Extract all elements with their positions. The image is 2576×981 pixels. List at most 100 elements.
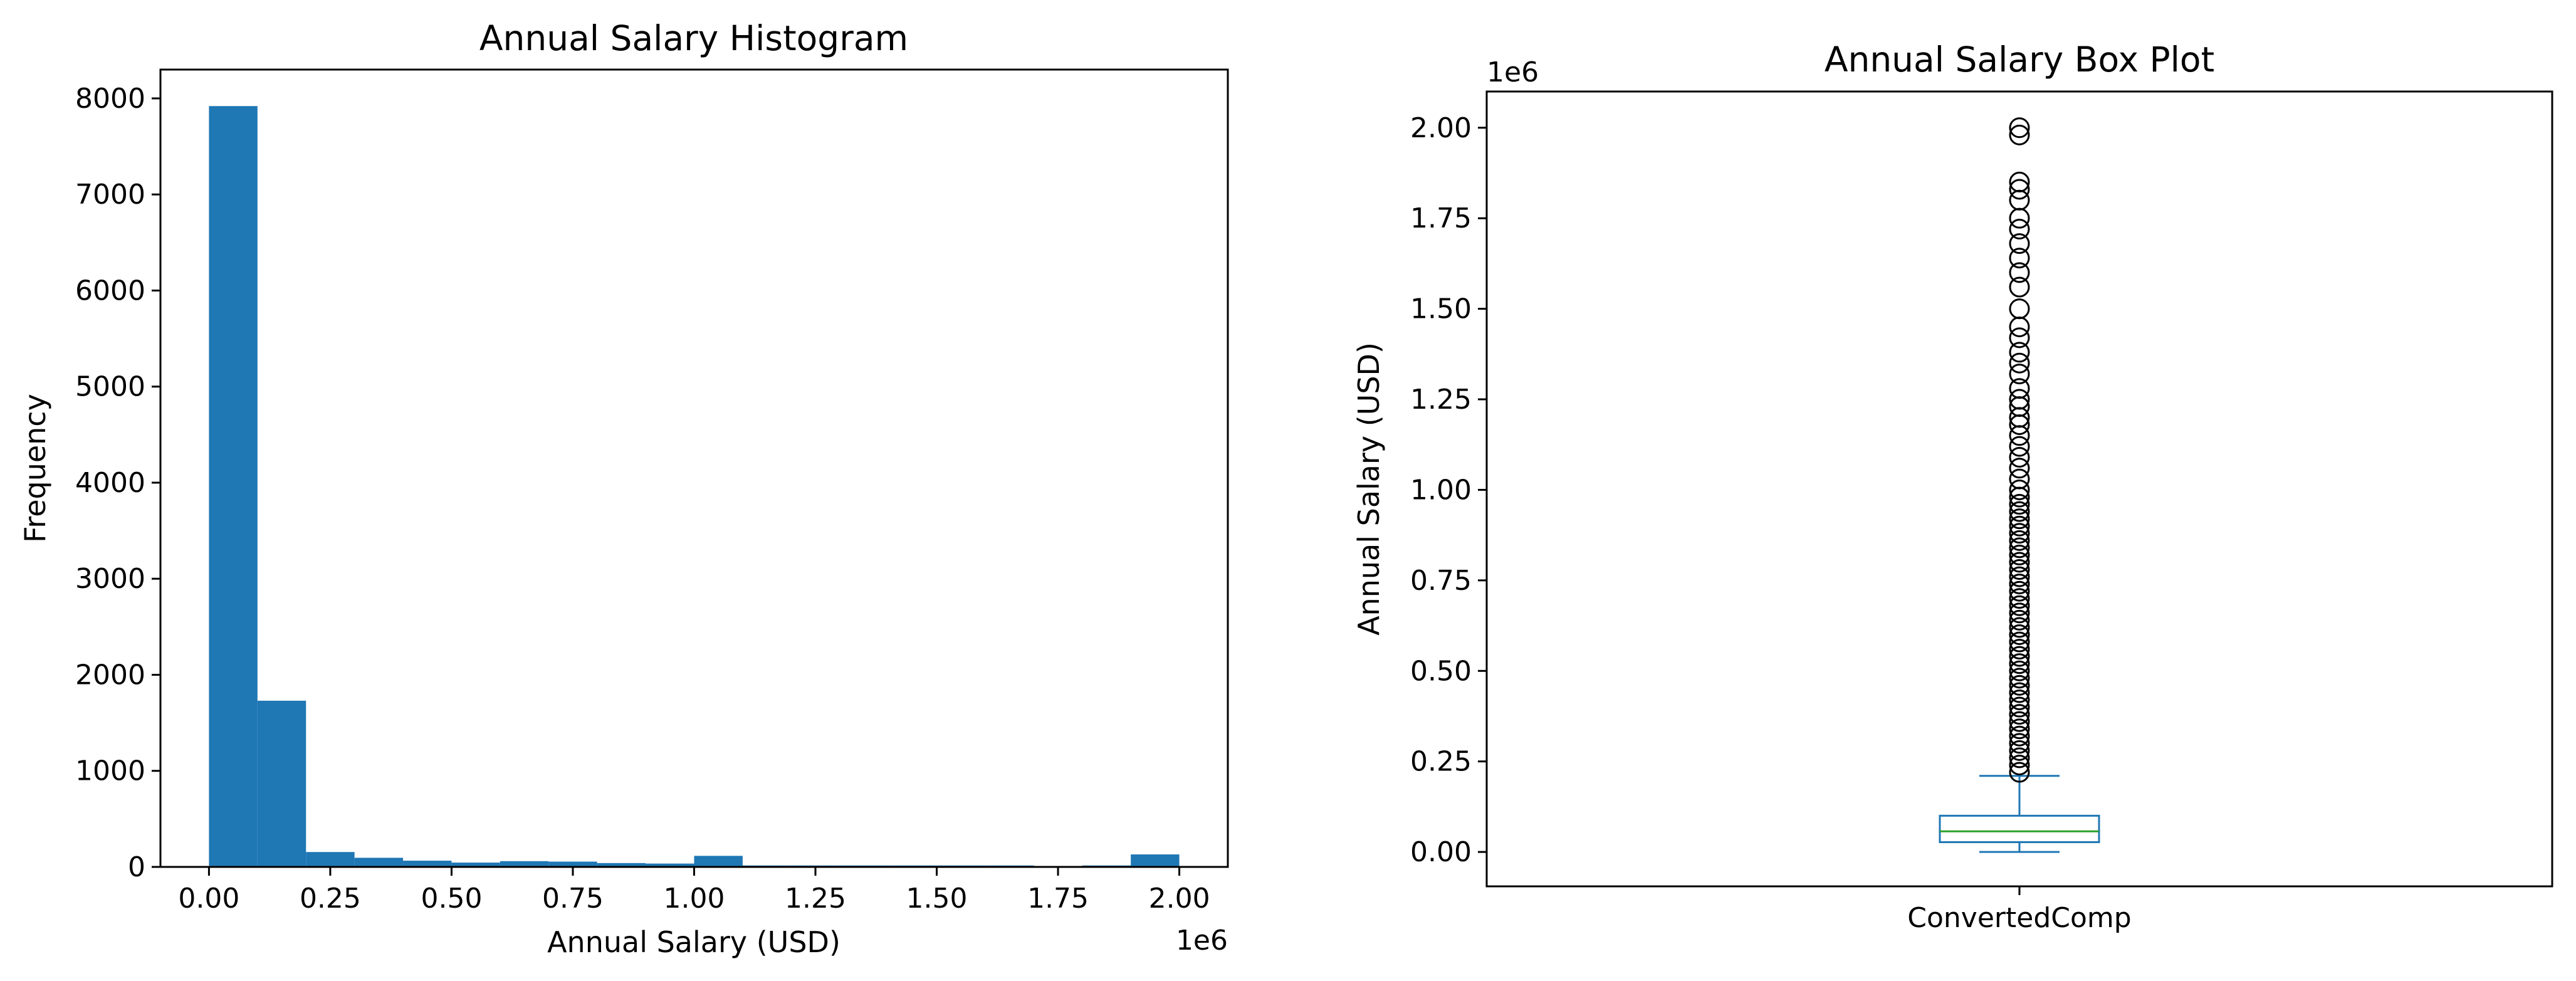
y-tick-label: 0.50 xyxy=(1410,655,1472,687)
outlier-point xyxy=(2009,342,2030,363)
histogram-bar xyxy=(646,863,694,867)
y-tick-label: 1.00 xyxy=(1410,474,1472,506)
histogram-bars xyxy=(209,106,1180,868)
outlier-point xyxy=(2009,530,2030,551)
outlier-point xyxy=(2009,566,2030,587)
histogram-bar xyxy=(694,856,743,867)
y-tick-label: 1.25 xyxy=(1410,384,1472,416)
y-tick-label: 0.00 xyxy=(1410,836,1472,868)
histogram-x-axis-label: Annual Salary (USD) xyxy=(547,925,840,959)
outlier-point xyxy=(2009,544,2030,565)
y-tick-label: 0 xyxy=(128,851,145,883)
outlier-point xyxy=(2009,378,2030,399)
outlier-point xyxy=(2009,574,2030,595)
x-tick-label: 0.25 xyxy=(300,883,361,915)
x-tick-label: ConvertedComp xyxy=(1907,902,2131,934)
outlier-point xyxy=(2009,537,2030,559)
boxplot-elements xyxy=(1939,775,2100,853)
histogram-bar xyxy=(209,106,258,868)
outlier-point xyxy=(2009,515,2030,537)
outlier-point xyxy=(2009,624,2030,646)
boxplot-y-axis-label: Annual Salary (USD) xyxy=(1352,342,1386,636)
outlier-point xyxy=(2009,689,2030,710)
y-tick-label: 1.50 xyxy=(1410,293,1472,325)
x-tick-label: 1.50 xyxy=(906,883,968,915)
outlier-point xyxy=(2009,704,2030,725)
outlier-point xyxy=(2009,219,2030,240)
histogram-y-ticks: 0 1000 2000 3000 4000 5000 6000 7000 8000 xyxy=(75,83,160,883)
boxplot-y-offset-label: 1e6 xyxy=(1487,56,1539,88)
outlier-point xyxy=(2009,327,2030,349)
outlier-point xyxy=(2009,552,2030,573)
histogram-chart: Annual Salary Histogram 0.00 0.25 0.50 0.75… xyxy=(18,18,1229,959)
outlier-point xyxy=(2009,436,2030,457)
y-tick-label: 3000 xyxy=(75,563,145,595)
outlier-point xyxy=(2009,248,2030,269)
y-tick-label: 5000 xyxy=(75,371,145,403)
boxplot-outliers xyxy=(2009,117,2030,783)
histogram-bar xyxy=(548,861,597,867)
outlier-point xyxy=(2009,580,2030,602)
outlier-point xyxy=(2009,124,2030,145)
outlier-point xyxy=(2009,668,2030,689)
outlier-point xyxy=(2009,479,2030,500)
outlier-point xyxy=(2009,559,2030,580)
outlier-point xyxy=(2009,233,2030,254)
outlier-point xyxy=(2009,446,2030,468)
outlier-point xyxy=(2009,646,2030,667)
boxplot-title: Annual Salary Box Plot xyxy=(1825,39,2214,80)
outlier-point xyxy=(2009,508,2030,530)
histogram-bar xyxy=(597,863,646,867)
iqr-box xyxy=(1939,814,2100,844)
outlier-point xyxy=(2009,602,2030,624)
histogram-y-axis-label: Frequency xyxy=(18,394,52,543)
outlier-point xyxy=(2009,588,2030,609)
outlier-point xyxy=(2009,494,2030,515)
outlier-point xyxy=(2009,501,2030,522)
y-tick-label: 8000 xyxy=(75,83,145,115)
outlier-point xyxy=(2009,179,2030,200)
boxplot-chart: Annual Salary Box Plot ConvertedComp 0.0… xyxy=(1352,39,2553,934)
y-tick-label: 0.25 xyxy=(1410,746,1472,778)
y-tick-label: 6000 xyxy=(75,275,145,307)
outlier-point xyxy=(2009,696,2030,718)
outlier-point xyxy=(2009,298,2030,320)
outlier-point xyxy=(2009,660,2030,681)
y-tick-label: 1.75 xyxy=(1410,202,1472,234)
histogram-bar xyxy=(403,861,452,867)
histogram-title: Annual Salary Histogram xyxy=(479,18,908,58)
outlier-point xyxy=(2009,711,2030,732)
boxplot-x-ticks: ConvertedComp xyxy=(1907,886,2132,934)
y-tick-label: 2.00 xyxy=(1410,112,1472,144)
outlier-point xyxy=(2009,364,2030,385)
outlier-point xyxy=(2009,276,2030,298)
x-tick-label: 1.00 xyxy=(664,883,725,915)
outlier-point xyxy=(2009,754,2030,775)
histogram-bar xyxy=(354,858,404,867)
boxplot-y-ticks: 0.00 0.25 0.50 0.75 1.00 1.25 1.50 1.75 2.00 xyxy=(1410,112,1487,868)
y-tick-label: 7000 xyxy=(75,179,145,211)
y-tick-label: 1000 xyxy=(75,755,145,787)
histogram-bar xyxy=(451,863,500,867)
x-tick-label: 1.25 xyxy=(785,883,846,915)
outlier-point xyxy=(2009,609,2030,631)
outlier-point xyxy=(2009,725,2030,747)
histogram-x-ticks: 0.00 0.25 0.50 0.75 1.00 1.25 1.50 1.75 2.00 xyxy=(178,867,1210,915)
x-tick-label: 1.75 xyxy=(1027,883,1089,915)
outlier-point xyxy=(2009,171,2030,192)
histogram-bar xyxy=(257,700,306,867)
histogram-bar xyxy=(306,852,355,867)
outlier-point xyxy=(2009,674,2030,696)
y-tick-label: 2000 xyxy=(75,659,145,691)
x-tick-label: 2.00 xyxy=(1149,883,1210,915)
outlier-point xyxy=(2009,262,2030,283)
outlier-point xyxy=(2009,762,2030,783)
outlier-point xyxy=(2009,639,2030,660)
outlier-point xyxy=(2009,458,2030,479)
outlier-point xyxy=(2009,117,2030,139)
outlier-point xyxy=(2009,352,2030,374)
y-tick-label: 4000 xyxy=(75,467,145,499)
outlier-point xyxy=(2009,653,2030,674)
